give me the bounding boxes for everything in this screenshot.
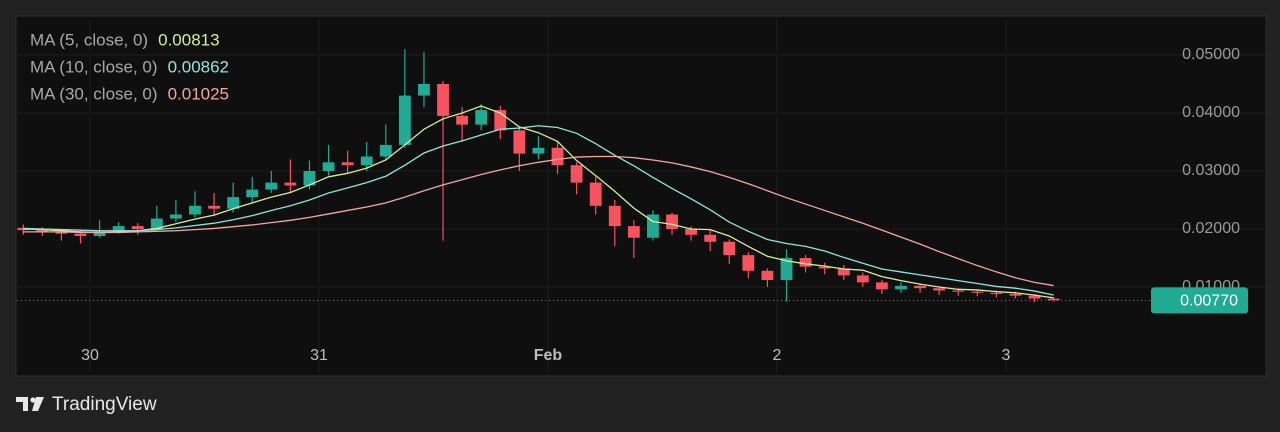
candle-body (914, 285, 926, 289)
candle-body (685, 229, 698, 235)
candle-body (761, 270, 774, 281)
candle-body (647, 214, 659, 238)
legend-name: MA (30, close, 0) (30, 84, 158, 103)
candle-body (131, 226, 144, 230)
y-tick-label: 0.02000 (1182, 220, 1240, 237)
logo-mark (16, 397, 28, 411)
candle-body (627, 226, 640, 238)
candle-body (169, 214, 182, 219)
candle-body (150, 218, 163, 230)
candle-body (112, 226, 125, 232)
candle-body (799, 258, 812, 267)
legend-name: MA (10, close, 0) (30, 57, 158, 76)
candle-body (666, 214, 678, 230)
x-tick-label: 2 (773, 347, 782, 364)
candle-body (971, 291, 984, 293)
ma-line (23, 125, 1054, 296)
candle-body (933, 288, 946, 291)
legend-value: 0.01025 (168, 84, 229, 103)
y-tick-label: 0.05000 (1182, 46, 1240, 63)
candle-body (379, 144, 392, 157)
candle-body (55, 231, 68, 234)
candle-body (227, 197, 240, 209)
candle-body (723, 241, 736, 256)
candle-body (303, 170, 316, 186)
candle-body (36, 230, 49, 232)
candle-body (284, 182, 297, 186)
candle-body (93, 231, 106, 236)
x-tick-label: 31 (310, 347, 328, 364)
candle-body (551, 147, 564, 166)
last-price-box (1151, 287, 1248, 314)
candle-body (418, 83, 430, 96)
candle-body (1047, 298, 1060, 301)
candle-body (856, 275, 869, 283)
candle-body (513, 130, 526, 154)
legend-name: MA (5, close, 0) (30, 30, 148, 49)
candle-body (341, 162, 354, 166)
x-tick-label: Feb (534, 347, 563, 364)
candle-body (1028, 295, 1041, 299)
candle-body (704, 234, 717, 242)
candle-body (589, 182, 602, 206)
candle-body (532, 147, 545, 154)
candle-body (208, 205, 220, 209)
candle-body (456, 115, 469, 125)
candle-body (189, 205, 201, 215)
logo-mark (32, 397, 44, 411)
candle-body (952, 290, 965, 292)
y-tick-label: 0.04000 (1182, 104, 1240, 121)
candle-body (608, 205, 621, 227)
logo-dot (30, 397, 36, 403)
chart-pane (15, 15, 1267, 377)
candle-body (990, 292, 1003, 294)
x-tick-label: 30 (81, 347, 99, 364)
candle-body (875, 282, 888, 290)
candle-body (437, 83, 449, 116)
candle-body (742, 255, 755, 271)
candle-body (475, 110, 488, 125)
legend-value: 0.00862 (168, 57, 229, 76)
candle-body (246, 189, 259, 198)
candle-body (265, 182, 278, 190)
y-tick-label: 0.03000 (1182, 162, 1240, 179)
brand: TradingView (52, 394, 157, 415)
candle-body (570, 165, 583, 183)
candle-body (494, 110, 507, 131)
candle-body (322, 162, 335, 171)
last-price-label: 0.00770 (1180, 293, 1238, 310)
candle-body (780, 258, 793, 281)
legend-value: 0.00813 (158, 30, 219, 49)
ma-line (23, 105, 1054, 299)
candle-body (398, 95, 411, 145)
ma-line (23, 155, 1054, 287)
candle-body (837, 268, 850, 276)
candle-body (895, 285, 907, 290)
x-tick-label: 3 (1001, 347, 1010, 364)
candle-body (74, 233, 87, 236)
candle-body (818, 266, 831, 269)
logo (16, 397, 44, 411)
candle-body (360, 156, 373, 166)
candle-body (1009, 293, 1022, 296)
